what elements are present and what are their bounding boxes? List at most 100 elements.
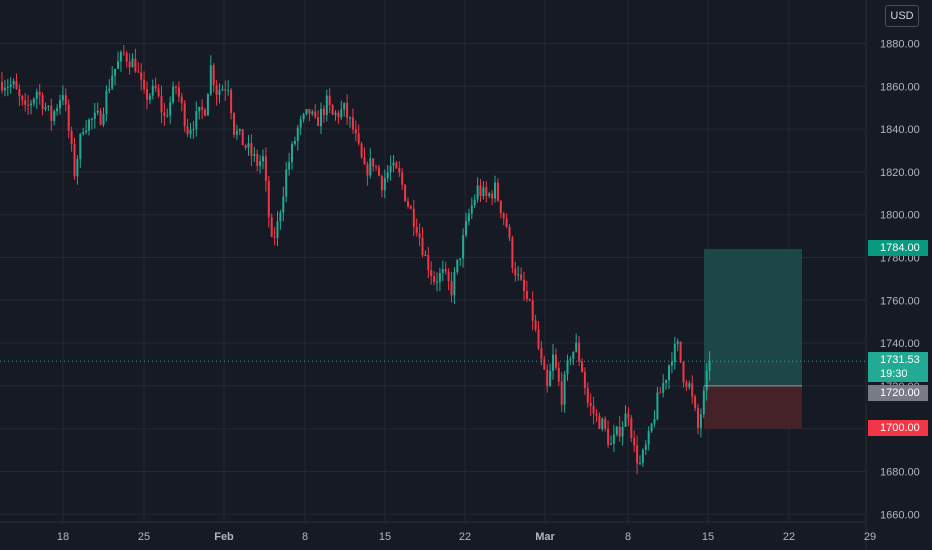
candle-down [395, 162, 398, 169]
candle-up [612, 434, 615, 444]
candle-down [15, 80, 18, 90]
price-tick-label: 1860.00 [880, 81, 920, 93]
candle-down [67, 104, 70, 131]
candle-up [668, 365, 670, 381]
candle-up [305, 109, 308, 115]
candle-down [317, 117, 320, 127]
candle-down [543, 359, 546, 370]
candle-up [601, 418, 604, 429]
candle-up [705, 370, 708, 391]
candle-up [441, 269, 444, 273]
candle-up [192, 129, 195, 131]
candle-up [198, 106, 201, 112]
candle-up [644, 444, 647, 450]
candle-up [610, 443, 612, 445]
candle-down [186, 126, 189, 135]
candle-up [456, 259, 459, 273]
candle-down [201, 106, 204, 110]
profit-zone[interactable] [704, 248, 802, 386]
candle-down [308, 109, 311, 114]
candle-down [215, 85, 218, 95]
candle-up [238, 129, 241, 131]
candle-up [61, 95, 64, 101]
loss-zone[interactable] [704, 385, 802, 429]
candle-down [421, 237, 424, 256]
candle-up [673, 343, 676, 363]
candle-up [311, 111, 314, 114]
candle-down [157, 88, 160, 96]
candle-down [366, 164, 369, 176]
candle-down [24, 100, 27, 105]
candle-down [496, 182, 499, 201]
candle-up [172, 86, 175, 103]
candle-down [534, 320, 537, 330]
candle-up [6, 87, 9, 89]
last-price-label: 1731.53 19:30 [868, 352, 928, 382]
candle-down [433, 276, 436, 283]
time-tick-label: 8 [302, 531, 308, 543]
candle-up [624, 413, 627, 427]
candle-down [557, 367, 560, 382]
currency-button[interactable]: USD [885, 5, 919, 27]
candle-down [659, 392, 662, 394]
candle-up [476, 185, 479, 200]
candle-up [343, 102, 346, 110]
candle-up [108, 88, 111, 91]
candle-up [325, 95, 328, 116]
time-tick-label: 29 [864, 531, 876, 543]
candle-up [79, 134, 82, 160]
candle-down [134, 58, 137, 72]
time-tick-label: 22 [459, 531, 471, 543]
candle-up [9, 84, 12, 88]
time-tick-label: 22 [783, 531, 795, 543]
candle-up [462, 235, 465, 259]
candle-up [85, 130, 88, 133]
candle-up [235, 130, 238, 135]
candle-down [505, 218, 508, 228]
candle-down [685, 382, 688, 388]
candle-down [233, 113, 235, 135]
candle-up [285, 169, 288, 197]
candle-up [117, 61, 119, 69]
candle-down [607, 428, 610, 445]
candle-down [241, 129, 244, 146]
position-zones [704, 248, 802, 429]
candle-down [636, 445, 639, 464]
candle-down [691, 383, 694, 397]
candle-down [528, 298, 531, 301]
candle-up [302, 114, 305, 120]
candle-up [465, 221, 467, 236]
candle-down [270, 217, 273, 237]
candle-up [111, 75, 114, 89]
candle-down [27, 104, 30, 106]
candle-down [502, 213, 505, 219]
candle-down [694, 396, 697, 409]
candle-down [375, 166, 378, 168]
candle-up [279, 212, 282, 222]
candle-up [90, 118, 93, 120]
candle-down [604, 418, 607, 429]
price-axis[interactable]: 1880.001860.001840.001820.001800.001780.… [880, 39, 920, 522]
candle-down [128, 61, 131, 68]
candle-up [459, 258, 462, 260]
candle-down [409, 206, 412, 209]
candle-down [346, 102, 349, 118]
candle-up [552, 354, 554, 371]
candle-up [676, 341, 679, 344]
candle-down [540, 348, 543, 360]
candle-up [131, 58, 134, 68]
candle-down [224, 89, 227, 91]
candle-up [340, 109, 343, 118]
candle-down [73, 144, 76, 177]
time-tick-label: Feb [214, 531, 234, 543]
candle-down [514, 268, 517, 276]
price-tick-label: 1800.00 [880, 210, 920, 222]
price-tick-label: 1760.00 [880, 295, 920, 307]
candle-down [212, 65, 215, 86]
candle-down [250, 143, 253, 156]
time-axis[interactable]: 18 25 Feb 8 15 22 Mar 8 15 22 29 [57, 531, 876, 543]
candle-down [401, 172, 404, 185]
candle-up [688, 383, 691, 388]
candle-up [566, 360, 569, 375]
